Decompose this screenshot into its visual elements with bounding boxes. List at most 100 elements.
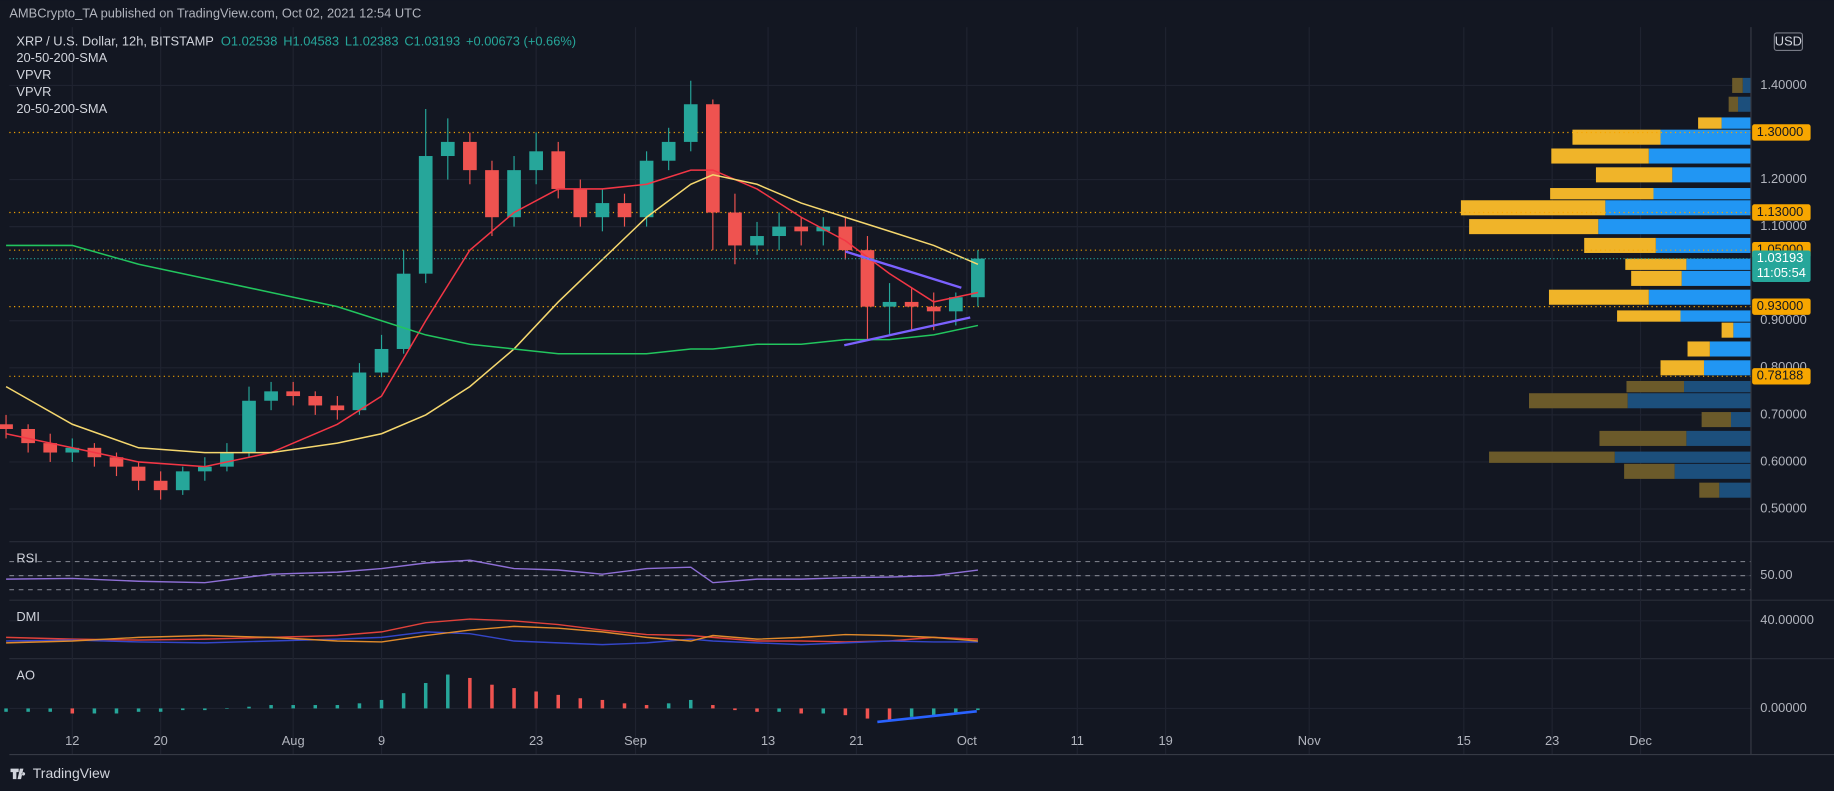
header: AMBCrypto_TA published on TradingView.co… — [9, 6, 421, 21]
pane-label: AO — [16, 668, 35, 683]
volume-profile-down — [1721, 322, 1734, 338]
ao-bar — [711, 705, 715, 709]
volume-profile-up — [1674, 463, 1751, 479]
ao-bar — [423, 683, 428, 709]
ao-bar — [821, 708, 826, 714]
volume-profile-down — [1550, 188, 1654, 200]
x-tick-label: Oct — [957, 733, 977, 748]
ao-bar — [446, 674, 450, 709]
candle-body — [242, 400, 256, 453]
y-tick-label: 1.10000 — [1760, 218, 1806, 233]
candle-body — [352, 372, 367, 411]
volume-profile-down — [1701, 412, 1731, 428]
volume-profile-down — [1626, 380, 1685, 393]
candle-body — [639, 160, 654, 218]
candle-body — [109, 457, 124, 467]
volume-profile-up — [1648, 148, 1751, 164]
ao-bar — [92, 708, 97, 714]
candle-body — [750, 236, 764, 246]
volume-profile-down — [1460, 200, 1606, 216]
last-price-label: 1.03193 — [1757, 250, 1803, 265]
ao-bar — [733, 708, 737, 711]
ohlc-label: L1.02383 — [345, 34, 399, 49]
ao-bar — [534, 691, 538, 709]
volume-profile-down — [1732, 77, 1743, 93]
dmi-line — [6, 631, 978, 646]
volume-profile-down — [1625, 258, 1687, 270]
volume-profile-down — [1728, 96, 1739, 112]
candle-body — [153, 480, 168, 491]
ao-bar — [578, 698, 583, 709]
ao-bar — [600, 699, 605, 709]
ao-bar — [512, 688, 516, 709]
x-tick-label: 23 — [1545, 733, 1559, 748]
candle-body — [904, 301, 919, 307]
level-label-box — [1752, 124, 1811, 141]
candle-body — [264, 391, 278, 401]
ao-bar — [203, 708, 207, 711]
candle-body — [683, 104, 698, 142]
x-tick-label: Dec — [1629, 733, 1652, 748]
trendline — [845, 250, 962, 289]
volume-profile-down — [1469, 219, 1599, 235]
candle-body — [705, 104, 720, 213]
y-tick-label: 0.90000 — [1760, 312, 1806, 327]
candle-body — [0, 424, 13, 429]
level-label: 0.78188 — [1757, 368, 1803, 383]
candle-body — [65, 447, 80, 453]
x-tick-label: 15 — [1457, 733, 1471, 748]
ao-bar — [689, 699, 693, 709]
volume-profile-down — [1528, 393, 1628, 409]
ao-bar — [114, 708, 119, 714]
countdown: 11:05:54 — [1757, 265, 1806, 280]
candle-body — [595, 203, 610, 218]
candle-body — [948, 297, 963, 312]
currency[interactable]: USD — [1775, 34, 1802, 49]
indicator-label: 20-50-200-SMA — [16, 50, 107, 65]
candle-body — [374, 348, 389, 373]
ao-bar — [180, 708, 185, 711]
candle-body — [43, 443, 58, 453]
footer: TradingView — [33, 765, 111, 781]
volume-profile-up — [1703, 360, 1751, 376]
volume-profile-up — [1627, 393, 1751, 409]
y-tick-label: 0.60000 — [1760, 453, 1806, 468]
x-tick-label: 20 — [154, 733, 168, 748]
pane-tick-label: 40.00000 — [1760, 612, 1814, 627]
candle-body — [794, 226, 809, 232]
ao-bar — [976, 708, 980, 711]
plot — [0, 77, 1751, 724]
x-tick-label: 19 — [1158, 733, 1172, 748]
candle-body — [418, 156, 433, 274]
ao-bar — [490, 684, 494, 709]
currency-box[interactable] — [1773, 32, 1804, 52]
level-label: 1.30000 — [1757, 124, 1803, 139]
ao-bar — [269, 705, 273, 709]
sma-line — [5, 173, 979, 454]
y-tick-label: 0.50000 — [1760, 500, 1806, 515]
volume-profile-up — [1598, 219, 1751, 235]
ao-bar — [4, 708, 8, 712]
candle-body — [573, 188, 588, 218]
ohlc-label: H1.04583 — [283, 34, 339, 49]
volume-profile-up — [1648, 289, 1751, 305]
candle-body — [772, 226, 786, 237]
x-tick-label: 11 — [1071, 733, 1084, 748]
volume-profile-down — [1698, 117, 1722, 129]
indicator-label: VPVR — [16, 67, 51, 82]
candle-body — [728, 212, 742, 246]
candle-body — [617, 203, 632, 218]
x-tick-label: 12 — [65, 733, 79, 748]
volume-profile-down — [1489, 451, 1615, 463]
ao-trendline — [877, 710, 977, 724]
volume-profile-up — [1742, 77, 1751, 93]
volume-profile-down — [1699, 482, 1720, 498]
ao-bar — [865, 708, 870, 719]
volume-profile-down — [1624, 463, 1675, 479]
ao-bar — [931, 708, 936, 716]
ao-bar — [644, 705, 649, 709]
volume-profile-down — [1548, 289, 1649, 305]
candle-body — [971, 258, 985, 298]
